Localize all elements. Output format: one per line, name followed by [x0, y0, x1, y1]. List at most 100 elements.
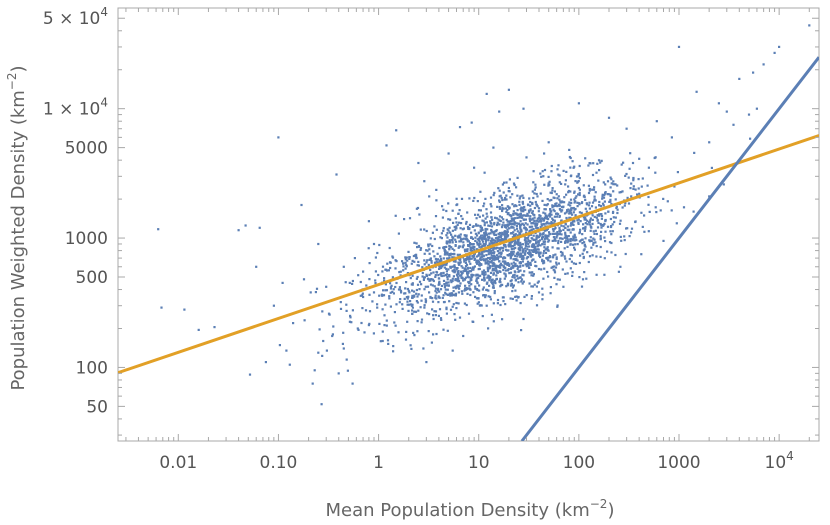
scatter-point: [516, 255, 519, 258]
scatter-point: [502, 246, 505, 250]
scatter-point: [609, 186, 612, 189]
scatter-point: [552, 218, 555, 222]
scatter-point: [471, 275, 474, 278]
scatter-point: [477, 297, 480, 300]
scatter-point: [381, 308, 384, 311]
scatter-point: [588, 207, 591, 210]
scatter-point: [464, 284, 467, 287]
scatter-point: [540, 238, 544, 241]
scatter-point: [461, 238, 464, 241]
scatter-point: [503, 277, 506, 280]
scatter-point: [313, 369, 316, 372]
scatter-point: [498, 200, 501, 203]
scatter-point: [381, 339, 384, 343]
scatter-point: [503, 266, 506, 269]
scatter-point: [524, 237, 527, 240]
scatter-point: [574, 214, 577, 217]
scatter-point: [411, 306, 414, 309]
scatter-point: [379, 340, 382, 343]
scatter-point: [553, 220, 556, 223]
scatter-point: [534, 264, 537, 267]
scatter-point: [317, 242, 320, 246]
scatter-point: [389, 266, 392, 270]
scatter-point: [463, 258, 466, 261]
scatter-point: [630, 182, 633, 185]
scatter-point: [378, 294, 381, 297]
scatter-point: [471, 225, 474, 228]
scatter-point: [527, 239, 530, 242]
scatter-point: [454, 287, 458, 290]
scatter-point: [643, 230, 646, 233]
scatter-point: [588, 189, 591, 192]
scatter-point: [503, 235, 507, 238]
scatter-point: [614, 198, 617, 201]
scatter-point: [434, 275, 437, 278]
scatter-point: [500, 216, 503, 219]
scatter-point: [609, 230, 612, 233]
scatter-point: [406, 287, 409, 291]
scatter-point: [484, 240, 487, 243]
scatter-point: [489, 298, 492, 301]
scatter-point: [397, 331, 400, 334]
scatter-point: [610, 178, 613, 181]
scatter-point: [429, 243, 432, 246]
scatter-point: [523, 252, 527, 255]
scatter-point: [420, 294, 423, 297]
scatter-point: [550, 220, 553, 224]
scatter-point: [573, 239, 576, 242]
scatter-point: [538, 239, 542, 242]
scatter-point: [603, 273, 606, 276]
scatter-point: [554, 266, 558, 269]
scatter-point: [571, 243, 575, 246]
scatter-point: [492, 268, 495, 271]
scatter-point: [519, 252, 522, 255]
scatter-point: [536, 245, 539, 248]
scatter-point: [468, 197, 471, 200]
scatter-point: [496, 221, 499, 224]
scatter-point: [498, 248, 501, 251]
scatter-point: [529, 215, 532, 218]
scatter-point: [381, 294, 384, 297]
scatter-point: [331, 333, 334, 336]
scatter-point: [592, 230, 595, 233]
scatter-point: [531, 221, 535, 224]
scatter-point: [393, 321, 396, 324]
scatter-point: [438, 246, 441, 250]
scatter-point: [406, 300, 409, 303]
scatter-point: [510, 245, 513, 248]
scatter-point: [527, 214, 530, 217]
scatter-point: [388, 295, 391, 298]
x-tick-label: 0.01: [159, 453, 197, 473]
scatter-point: [507, 220, 511, 223]
scatter-point: [466, 258, 469, 261]
scatter-point: [469, 293, 472, 297]
scatter-point: [439, 236, 442, 239]
scatter-point: [582, 255, 585, 258]
scatter-point: [611, 223, 614, 226]
scatter-point: [384, 289, 387, 292]
scatter-point: [389, 287, 393, 290]
scatter-point: [574, 236, 577, 239]
scatter-point: [519, 208, 522, 211]
scatter-point: [463, 289, 466, 292]
scatter-point: [565, 260, 568, 263]
scatter-point: [506, 220, 509, 223]
scatter-point: [462, 270, 465, 273]
scatter-point: [544, 240, 547, 243]
scatter-point: [459, 236, 462, 239]
scatter-point: [445, 293, 448, 296]
scatter-point: [511, 193, 514, 196]
scatter-point: [553, 210, 556, 213]
scatter-point: [434, 274, 437, 277]
scatter-point: [601, 202, 605, 205]
scatter-point: [494, 216, 497, 219]
scatter-point: [531, 202, 534, 205]
scatter-point: [600, 159, 603, 162]
scatter-point: [434, 314, 437, 317]
scatter-point: [536, 222, 539, 225]
scatter-point: [428, 252, 431, 255]
scatter-point: [523, 295, 526, 298]
scatter-point: [428, 313, 431, 316]
scatter-point: [612, 210, 615, 213]
scatter-point: [538, 254, 541, 257]
